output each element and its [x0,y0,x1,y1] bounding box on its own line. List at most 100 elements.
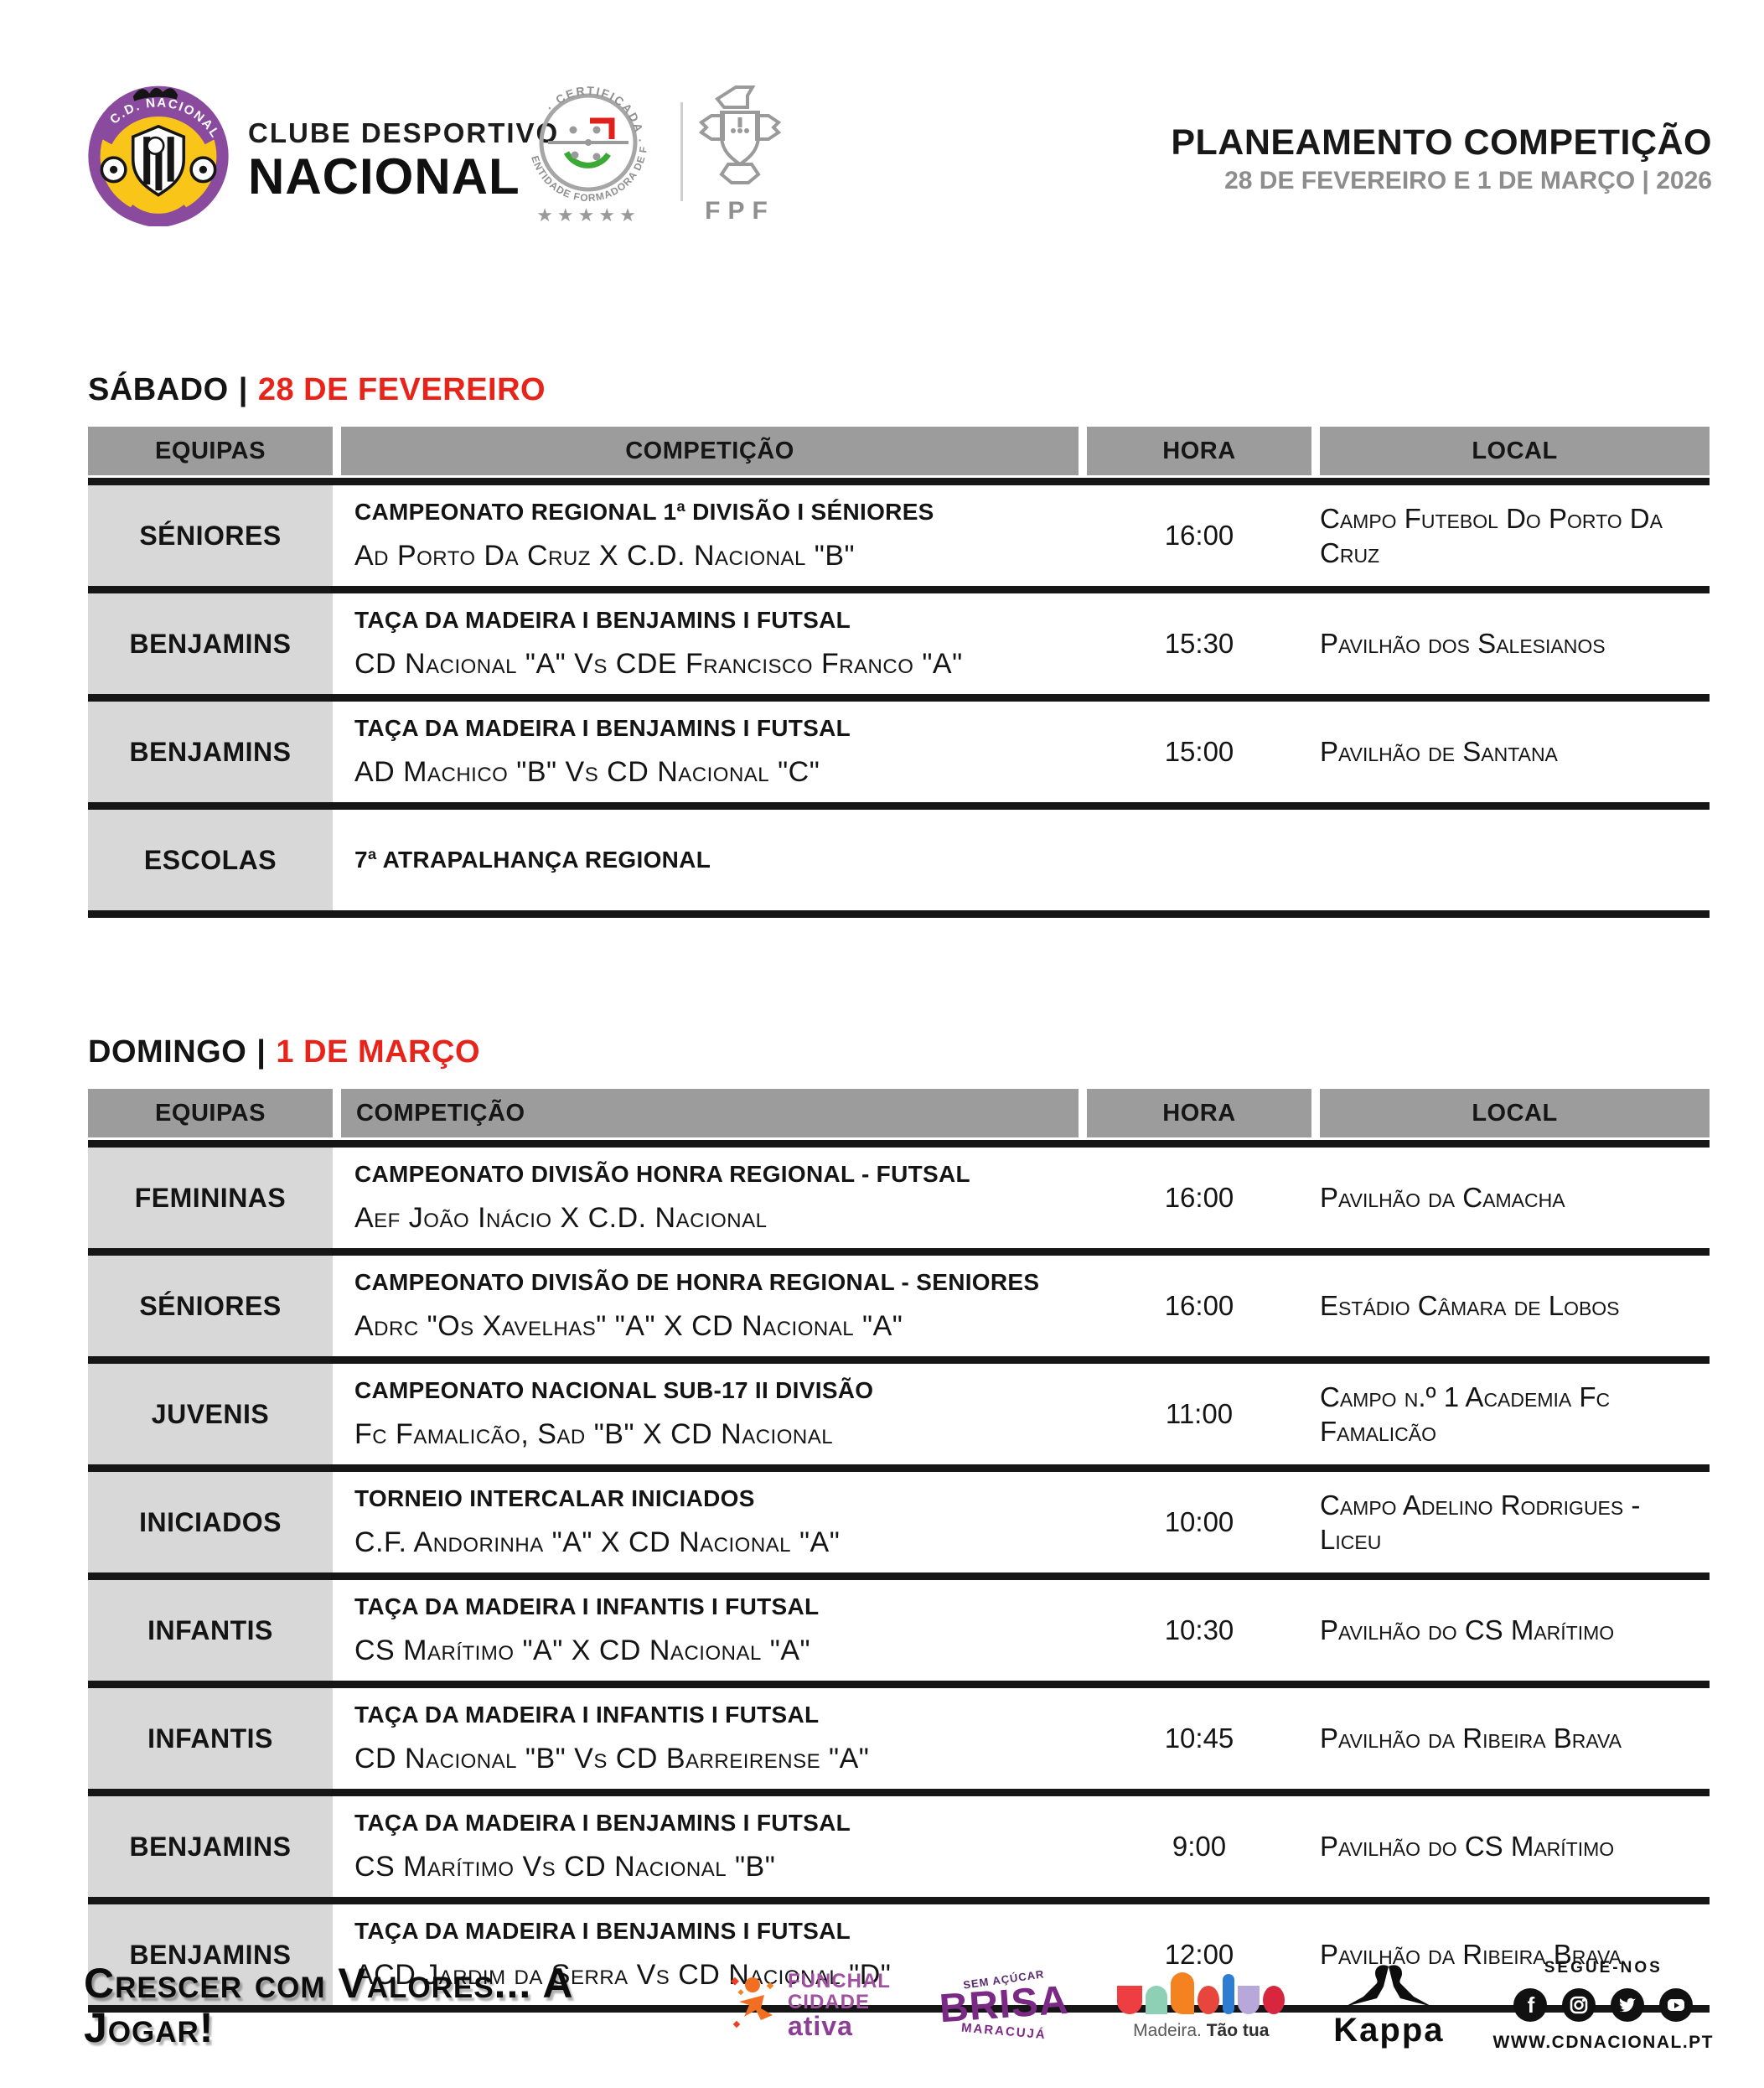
day-label: DOMINGO [88,1034,247,1070]
funchal-text-line1: FUNCHAL [787,1969,891,1992]
competition-title: CAMPEONATO DIVISÃO DE HONRA REGIONAL - S… [354,1269,1040,1295]
document-title-block: PLANEAMENTO COMPETIÇÃO 28 DE FEVEREIRO E… [1171,122,1712,196]
competition-title: TORNEIO INTERCALAR INICIADOS [354,1485,755,1511]
kappa-wordmark: Kappa [1333,2012,1445,2049]
venue-cell [1320,810,1710,910]
competition-title: CAMPEONATO NACIONAL SUB-17 II DIVISÃO [354,1377,874,1403]
team-cell: INFANTIS [88,1580,333,1681]
match-line: Ad Porto Da Cruz X C.D. Nacional "B" [354,540,856,572]
madeira-wordmark-shapes [1117,1971,1285,2014]
competition-title: TAÇA DA MADEIRA I INFANTIS I FUTSAL [354,1702,820,1728]
competition-cell: TAÇA DA MADEIRA I INFANTIS I FUTSAL CD N… [341,1688,1079,1789]
table-row: BENJAMINS TAÇA DA MADEIRA I BENJAMINS I … [88,1789,1710,1897]
venue-cell: Pavilhão do CS Marítimo [1320,1614,1615,1646]
team-cell: INICIADOS [88,1472,333,1572]
team-cell: JUVENIS [88,1364,333,1464]
competition-title: TAÇA DA MADEIRA I BENJAMINS I FUTSAL [354,1810,851,1836]
venue-cell: Pavilhão dos Salesianos [1320,628,1606,660]
match-line: AD Machico "B" Vs CD Nacional "C" [354,756,820,788]
competition-cell: TAÇA DA MADEIRA I BENJAMINS I FUTSAL CD … [341,593,1079,694]
time-cell: 11:00 [1165,1398,1234,1429]
time-cell: 15:30 [1164,628,1234,659]
certified-training-entity-badge: · CERTIFICADA · ENTIDADE FORMADORA DE FU… [513,74,649,225]
table-row: SÉNIORES CAMPEONATO REGIONAL 1ª DIVISÃO … [88,485,1710,586]
team-cell: BENJAMINS [88,1796,333,1897]
competition-cell: CAMPEONATO DIVISÃO DE HONRA REGIONAL - S… [341,1256,1079,1356]
brisa-wordmark: BRISA [938,1977,1070,2031]
schedule-table-saturday: EQUIPAS COMPETIÇÃO HORA LOCAL SÉNIORES C… [88,427,1710,918]
competition-title: TAÇA DA MADEIRA I INFANTIS I FUTSAL [354,1593,820,1619]
page-title: PLANEAMENTO COMPETIÇÃO [1171,122,1712,163]
table-row: INICIADOS TORNEIO INTERCALAR INICIADOS C… [88,1464,1710,1572]
column-header-hora: HORA [1087,1089,1311,1137]
time-cell: 16:00 [1164,520,1234,551]
badge-stars: ★★★★★ [536,205,640,225]
venue-cell: Estádio Câmara de Lobos [1320,1290,1620,1322]
club-name-line1: CLUBE DESPORTIVO [248,117,560,148]
social-icons: f [1513,1987,1694,2023]
time-cell: 10:00 [1164,1506,1234,1537]
table-row: BENJAMINS TAÇA DA MADEIRA I BENJAMINS I … [88,1897,1710,2005]
section-title-sunday: DOMINGO | 1 DE MARÇO [88,1034,1710,1070]
youtube-icon[interactable] [1658,1987,1694,2023]
footer: Crescer com Valores... A Jogar! FUNCHAL … [84,1928,1714,2083]
team-cell: BENJAMINS [88,593,333,694]
competition-title: TAÇA DA MADEIRA I BENJAMINS I FUTSAL [354,715,851,741]
match-line: CD Nacional "A" Vs CDE Francisco Franco … [354,648,963,680]
table-row: FEMININAS CAMPEONATO DIVISÃO HONRA REGIO… [88,1148,1710,1248]
competition-cell: CAMPEONATO REGIONAL 1ª DIVISÃO I SÉNIORE… [341,485,1079,586]
madeira-caption-bold: Tão tua [1206,2020,1270,2040]
website-url[interactable]: WWW.CDNACIONAL.PT [1492,2032,1714,2052]
table-row: SÉNIORES CAMPEONATO DIVISÃO DE HONRA REG… [88,1248,1710,1356]
date-label: 28 DE FEVEREIRO [257,372,546,407]
column-header-local: LOCAL [1320,427,1710,475]
time-cell: 9:00 [1172,1831,1227,1862]
competition-title: TAÇA DA MADEIRA I BENJAMINS I FUTSAL [354,1918,851,1944]
table-row: BENJAMINS TAÇA DA MADEIRA I BENJAMINS I … [88,694,1710,802]
funchal-text-line2: CIDADE [787,1990,870,2013]
team-cell: SÉNIORES [88,1256,333,1356]
column-header-equipas: EQUIPAS [88,427,333,475]
column-header-competicao: COMPETIÇÃO [341,1089,1079,1137]
social-block: SEGUE-NOS f [1493,1959,1714,2053]
team-cell: ESCOLAS [88,810,333,910]
club-name-line2: NACIONAL [248,148,520,205]
funchal-cidade-ativa-logo: FUNCHAL CIDADE ativa [727,1969,891,2041]
competition-cell: 7ª ATRAPALHANÇA REGIONAL [341,810,1079,910]
instagram-icon[interactable] [1561,1987,1596,2023]
venue-cell: Campo n.º 1 Academia Fc Famalicão [1320,1381,1611,1447]
time-cell [1087,810,1311,910]
competition-title: 7ª ATRAPALHANÇA REGIONAL [354,847,711,873]
team-cell: INFANTIS [88,1688,333,1789]
column-header-hora: HORA [1087,427,1311,475]
venue-cell: Pavilhão da Ribeira Brava [1320,1939,1622,1971]
funchal-runner-icon [731,1977,774,2028]
twitter-icon[interactable] [1610,1987,1645,2023]
competition-cell: CAMPEONATO DIVISÃO HONRA REGIONAL - FUTS… [341,1148,1079,1248]
competition-title: CAMPEONATO REGIONAL 1ª DIVISÃO I SÉNIORE… [354,499,934,525]
fpf-label: FPF [705,197,775,225]
page-subtitle: 28 DE FEVEREIRO E 1 DE MARÇO | 2026 [1224,167,1712,195]
facebook-icon[interactable]: f [1513,1987,1548,2023]
competition-cell: TAÇA DA MADEIRA I INFANTIS I FUTSAL CS M… [341,1580,1079,1681]
venue-cell: Campo Adelino Rodrigues - Liceu [1320,1489,1641,1555]
time-cell: 16:00 [1164,1182,1234,1213]
header-divider [680,102,683,201]
time-cell: 10:30 [1164,1614,1234,1645]
fpf-logo: FPF [694,84,786,226]
competition-title: TAÇA DA MADEIRA I BENJAMINS I FUTSAL [354,607,851,633]
table-row: INFANTIS TAÇA DA MADEIRA I INFANTIS I FU… [88,1681,1710,1789]
section-title-saturday: SÁBADO | 28 DE FEVEREIRO [88,372,1710,408]
time-cell: 12:00 [1164,1939,1234,1970]
match-line: Adrc "Os Xavelhas" "A" X CD Nacional "A" [354,1310,903,1342]
column-header-competicao: COMPETIÇÃO [341,427,1079,475]
team-cell: BENJAMINS [88,702,333,802]
venue-cell: Pavilhão de Santana [1320,736,1558,768]
follow-us-label: SEGUE-NOS [1544,1958,1663,1977]
competition-cell: TAÇA DA MADEIRA I BENJAMINS I FUTSAL AD … [341,702,1079,802]
competition-cell: TAÇA DA MADEIRA I BENJAMINS I FUTSAL CS … [341,1796,1079,1897]
table-body: SÉNIORES CAMPEONATO REGIONAL 1ª DIVISÃO … [88,478,1710,918]
kappa-logo: Kappa [1333,1961,1444,2049]
competition-title: CAMPEONATO DIVISÃO HONRA REGIONAL - FUTS… [354,1161,970,1187]
brisa-maracuja-logo: SEM AÇÚCAR BRISA MARACUJÁ [938,1967,1070,2042]
